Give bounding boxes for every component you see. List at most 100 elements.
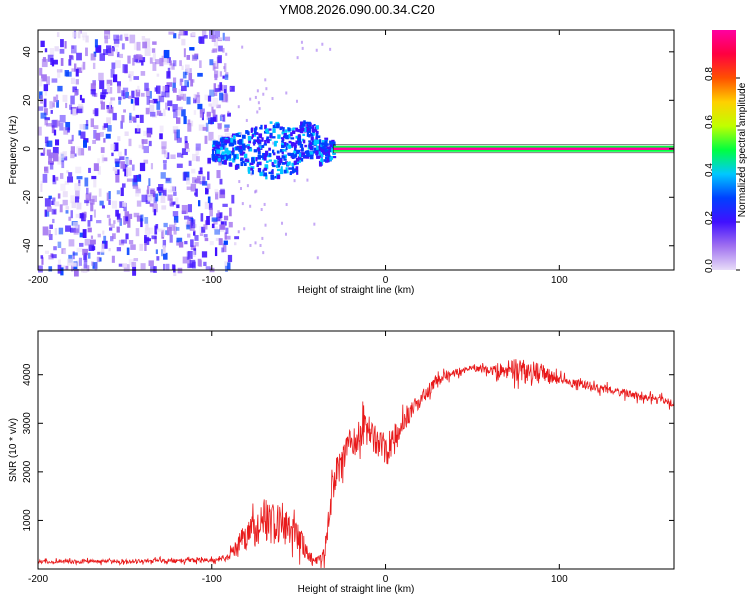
heatmap-cell [150,163,154,170]
heatmap-cell [112,74,118,83]
heatmap-cell [67,176,74,183]
heatmap-cell [253,130,257,134]
heatmap-cell [257,101,260,105]
heatmap-cell [314,148,319,153]
heatmap-cell [56,32,60,38]
heatmap-cell [224,74,229,80]
heatmap-cell [149,104,155,113]
heatmap-cell [219,147,223,151]
heatmap-cell [326,149,329,152]
heatmap-cell [173,129,177,134]
heatmap-cell [179,60,182,67]
heatmap-cell [232,147,235,152]
heatmap-cell [263,167,268,171]
heatmap-cell [167,107,170,111]
heatmap-cell [82,61,86,70]
heatmap-cell [177,267,183,274]
heatmap-cell [43,84,49,92]
heatmap-cell [108,199,111,205]
heatmap-cell [93,163,99,172]
heatmap-cell [60,267,64,276]
heatmap-cell [74,224,80,233]
heatmap-cell [48,154,53,164]
heatmap-cell [83,123,89,130]
heatmap-cell [79,232,85,238]
heatmap-cell [282,142,287,147]
colorbar-gradient [712,30,736,270]
heatmap-cell [57,193,61,199]
heatmap-cell [251,157,255,163]
heatmap-cell [40,183,43,192]
heatmap-cell [75,213,80,218]
heatmap-cell [173,109,178,119]
heatmap-cell [90,118,94,128]
heatmap-cell [80,64,84,72]
heatmap-cell [181,109,186,117]
heatmap-cell [219,71,222,77]
heatmap-cell [214,188,219,194]
heatmap-cell [93,81,96,86]
heatmap-cell [116,81,121,87]
colorbar-label: Normalized spectral amplitude [737,82,748,217]
heatmap-cell [199,232,204,236]
heatmap-cell [303,127,307,133]
heatmap-cell [223,240,228,245]
heatmap-cell [175,226,180,231]
heatmap-cell [90,53,96,61]
heatmap-cell [70,150,75,159]
spectrogram-y-tick-label: 20 [22,94,33,106]
heatmap-cell [195,143,201,151]
heatmap-cell [146,96,150,105]
heatmap-cell [315,136,318,142]
heatmap-cell [70,77,76,85]
heatmap-cell [251,134,254,138]
heatmap-cell [87,220,91,227]
heatmap-cell [76,108,83,114]
heatmap-cell [112,167,117,171]
heatmap-cell [100,94,106,100]
heatmap-cell [98,188,102,197]
heatmap-cell [75,260,81,267]
heatmap-cell [191,177,197,184]
heatmap-cell [163,108,166,117]
heatmap-cell [224,139,229,144]
heatmap-cell [190,239,194,247]
heatmap-cell [92,140,96,144]
heatmap-cell [101,205,105,209]
heatmap-cell [294,146,297,151]
heatmap-cell [48,255,54,260]
heatmap-cell [313,139,317,144]
heatmap-cell [141,142,144,150]
heatmap-cell [82,248,88,256]
heatmap-cell [91,261,94,266]
heatmap-cell [151,48,156,53]
heatmap-cell [191,168,196,174]
heatmap-cell [90,83,96,92]
heatmap-cell [152,61,157,71]
heatmap-cell [262,251,265,255]
heatmap-cell [169,224,175,231]
heatmap-cell [241,143,246,149]
heatmap-cell [300,157,304,162]
heatmap-cell [133,175,138,183]
heatmap-cell [212,149,215,155]
heatmap-cell [218,45,223,52]
heatmap-cell [193,110,197,115]
heatmap-cell [46,210,50,217]
heatmap-cell [107,125,112,132]
heatmap-cell [241,45,244,49]
heatmap-cell [111,62,116,69]
heatmap-cell [279,169,284,175]
heatmap-cell [63,156,68,161]
heatmap-cell [214,155,219,159]
heatmap-cell [176,204,180,209]
heatmap-cell [140,218,143,228]
heatmap-cell [213,226,219,230]
heatmap-cell [207,95,212,102]
heatmap-cell [259,161,262,166]
heatmap-cell [212,156,215,162]
heatmap-cell [218,123,222,130]
heatmap-cell [148,260,154,267]
heatmap-cell [226,127,229,131]
heatmap-cell [223,66,226,70]
